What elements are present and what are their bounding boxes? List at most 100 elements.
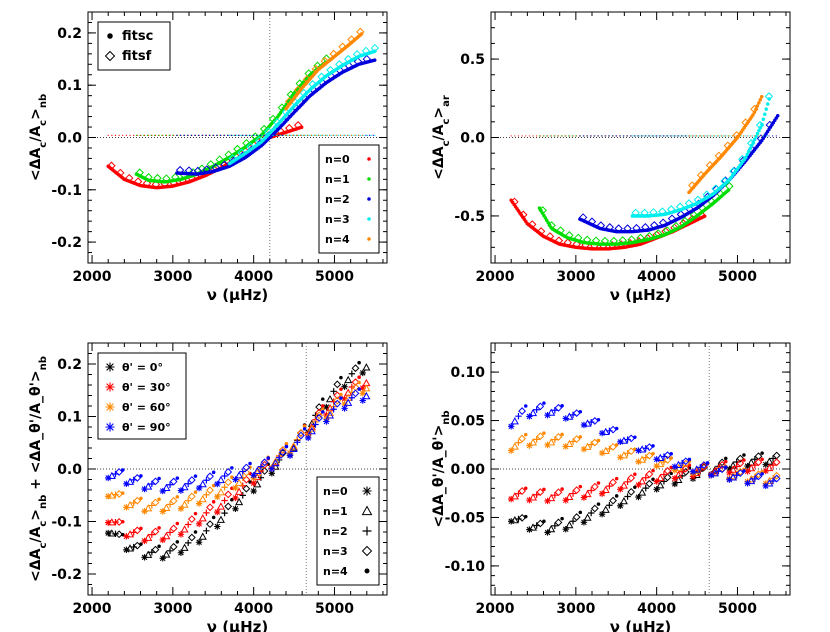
- data-point: [723, 456, 728, 461]
- data-point: [354, 134, 356, 137]
- data-point: [736, 469, 745, 478]
- data-point: [653, 135, 655, 137]
- data-point: [618, 236, 627, 245]
- data-point: [253, 480, 262, 488]
- data-point: [120, 520, 125, 524]
- data-point: [510, 492, 519, 500]
- data-point: [239, 468, 246, 475]
- data-point: [713, 135, 716, 137]
- data-point: [120, 491, 125, 495]
- data-point: [609, 425, 617, 434]
- data-point: [681, 468, 690, 476]
- legend-marker: [361, 505, 373, 516]
- data-point: [526, 413, 533, 420]
- data-point: [159, 508, 166, 515]
- data-point: [562, 415, 569, 422]
- data-point: [632, 223, 641, 233]
- data-point: [642, 484, 649, 492]
- data-point: [689, 135, 692, 137]
- data-point: [775, 114, 780, 118]
- data-point: [565, 439, 574, 448]
- data-point: [278, 449, 287, 458]
- panel-tl: 2000 3000 4000 5000 -0.2 -0.1 0.0 0.1 0.2 ν (μHz)…: [28, 11, 388, 304]
- data-point: [289, 134, 291, 137]
- data-point: [224, 502, 233, 511]
- data-point: [151, 545, 160, 554]
- data-point: [250, 487, 257, 495]
- data-point: [122, 134, 124, 137]
- data-point: [549, 135, 552, 137]
- data-point: [653, 486, 660, 493]
- data-point: [667, 214, 677, 223]
- x-axis-label: ν (μHz): [207, 286, 268, 304]
- data-point: [726, 469, 733, 477]
- data-point: [279, 134, 281, 137]
- data-point: [370, 43, 380, 53]
- data-point: [638, 477, 647, 485]
- data-point: [572, 240, 581, 249]
- data-point: [617, 486, 624, 493]
- data-point: [752, 137, 757, 142]
- y-axis-label: <ΔAc/Ac>nb + <ΔA_θ'/A_θ'>nb: [28, 356, 49, 582]
- data-point: [372, 134, 374, 137]
- data-point: [744, 462, 751, 470]
- data-point: [151, 180, 161, 189]
- data-point: [528, 523, 538, 531]
- data-point: [582, 135, 585, 137]
- series-n4: [284, 27, 365, 137]
- x-tick-label: 3000: [556, 269, 595, 285]
- series-n3: [630, 92, 774, 218]
- data-point: [356, 27, 365, 37]
- data-point: [157, 134, 159, 137]
- data-point: [722, 135, 724, 137]
- y-tick-label: -0.2: [51, 567, 82, 583]
- data-point: [198, 479, 207, 488]
- legend-label: n=4: [323, 565, 348, 578]
- data-point: [359, 369, 366, 377]
- data-point: [669, 471, 673, 476]
- data-point: [693, 135, 695, 137]
- order-legend: n=0 n=1 n=2 n=3 n=4: [318, 144, 380, 254]
- data-point: [533, 491, 540, 498]
- data-point: [627, 434, 636, 443]
- legend-label: θ' = 30°: [122, 381, 171, 394]
- data-point: [627, 487, 636, 496]
- data-point: [619, 481, 628, 489]
- data-point: [293, 85, 303, 95]
- x-tick-label: 5000: [315, 269, 354, 285]
- data-point: [565, 412, 574, 420]
- data-point: [656, 453, 665, 461]
- data-point: [135, 134, 138, 137]
- data-point: [723, 459, 728, 464]
- data-point: [242, 463, 251, 472]
- data-point: [193, 166, 203, 176]
- data-point: [569, 518, 577, 525]
- data-point: [205, 134, 207, 137]
- data-point: [684, 199, 694, 208]
- data-point: [193, 530, 198, 534]
- data-point: [133, 526, 142, 535]
- data-point: [211, 483, 216, 488]
- data-point: [125, 134, 127, 137]
- data-point: [556, 226, 565, 235]
- data-point: [638, 455, 647, 463]
- data-point: [666, 135, 668, 137]
- data-point: [214, 508, 221, 516]
- data-point: [751, 135, 754, 137]
- data-point: [187, 515, 196, 524]
- data-point: [536, 402, 545, 411]
- data-point: [633, 435, 637, 439]
- series-n3: [227, 43, 380, 166]
- y-tick-label: 0.1: [57, 410, 82, 426]
- data-point: [640, 208, 649, 218]
- data-point: [601, 485, 610, 493]
- data-point: [650, 221, 659, 230]
- data-point: [133, 496, 142, 505]
- data-point: [341, 383, 348, 390]
- legend-marker: [105, 382, 115, 392]
- x-axis-label: ν (μHz): [610, 286, 671, 304]
- data-point: [336, 134, 338, 137]
- data-point: [123, 480, 130, 488]
- data-point: [710, 469, 719, 477]
- data-point: [224, 490, 233, 499]
